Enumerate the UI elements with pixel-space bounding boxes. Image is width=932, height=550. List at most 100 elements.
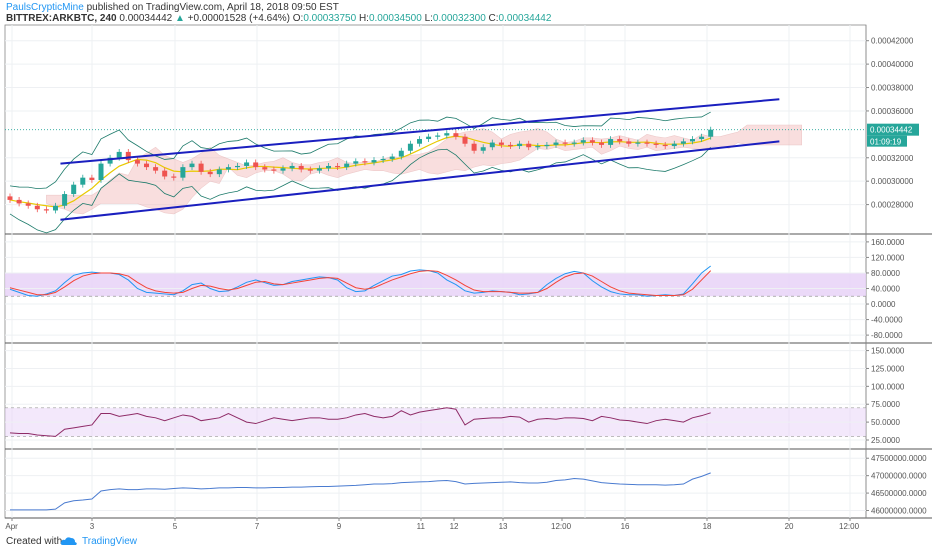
- symbol-label: BITTREX:ARKBTC, 240: [6, 13, 117, 24]
- last-price-badge: [867, 123, 919, 136]
- candle-body: [25, 203, 31, 206]
- candle-body: [280, 168, 286, 171]
- y-tick-label: 46500000.0000: [871, 489, 927, 498]
- tradingview-cloud-icon: [60, 537, 77, 545]
- high-label: H:: [358, 13, 369, 24]
- candle-body: [316, 168, 322, 171]
- y-tick-label: -40.0000: [871, 316, 903, 325]
- y-tick-label: 40.0000: [871, 285, 900, 294]
- candle-body: [626, 141, 632, 144]
- y-tick-label: 150.0000: [871, 347, 905, 356]
- series-line: [10, 472, 711, 511]
- candle-body: [89, 177, 95, 181]
- candle-body: [580, 140, 586, 143]
- candle-body: [71, 184, 77, 195]
- candle-body: [189, 163, 195, 168]
- y-tick-label: -80.0000: [871, 331, 903, 340]
- y-tick-label: 75.0000: [871, 400, 900, 409]
- candle-body: [608, 139, 614, 145]
- candle-body: [407, 143, 413, 151]
- x-tick-label: 16: [621, 522, 630, 531]
- y-tick-label: 0.0000: [871, 300, 896, 309]
- countdown-text: 01:09:19: [870, 138, 902, 147]
- candle-body: [671, 143, 677, 147]
- candle-body: [544, 144, 550, 147]
- y-tick-label: 80.0000: [871, 269, 900, 278]
- y-tick-label: 0.00030000: [871, 177, 914, 186]
- y-tick-label: 46000000.0000: [871, 507, 927, 516]
- close-label: C:: [488, 13, 499, 24]
- candle-body: [298, 165, 304, 170]
- publish-info: published on TradingView.com, April 18, …: [86, 2, 339, 13]
- y-tick-label: 0.00040000: [871, 60, 914, 69]
- low-label: L:: [424, 13, 433, 24]
- candle-body: [216, 169, 222, 175]
- candle-body: [426, 136, 432, 140]
- candle-body: [125, 151, 131, 161]
- candle-body: [335, 165, 341, 168]
- x-tick-label: Apr: [5, 522, 18, 531]
- chart-header: PaulsCrypticMine published on TradingVie…: [0, 0, 932, 24]
- y-tick-label: 0.00038000: [871, 84, 914, 93]
- open-label: O:: [292, 13, 304, 24]
- chart-canvas[interactable]: 0.00042000 0.00040000 0.00038000 0.00036000…: [0, 0, 932, 532]
- tradingview-brand[interactable]: TradingView: [82, 536, 138, 547]
- candle-body: [225, 167, 231, 170]
- candle-body: [198, 163, 204, 172]
- y-tick-label: 0.00032000: [871, 154, 914, 163]
- x-tick-label: 12:00: [839, 522, 860, 531]
- candle-body: [562, 142, 568, 144]
- x-tick-label: 13: [499, 522, 508, 531]
- candle-body: [307, 169, 313, 171]
- candle-body: [235, 165, 240, 168]
- candle-body: [7, 196, 13, 200]
- y-tick-label: 100.0000: [871, 382, 905, 391]
- candle-body: [617, 139, 623, 142]
- y-tick-label: 0.00028000: [871, 201, 914, 210]
- trendline-lower: [60, 140, 780, 221]
- x-tick-label: 11: [417, 522, 426, 531]
- open-value: 0.00033750: [303, 13, 357, 24]
- candle-body: [435, 135, 441, 137]
- candle-body: [599, 142, 604, 145]
- y-tick-label: 120.0000: [871, 253, 905, 262]
- candle-body: [535, 146, 541, 148]
- candle-body: [462, 136, 468, 144]
- trendline-upper: [60, 98, 780, 165]
- x-tick-label: 12:00: [551, 522, 572, 531]
- candle-body: [362, 161, 368, 163]
- candle-body: [480, 147, 486, 151]
- candle-body: [699, 136, 705, 140]
- candle-body: [380, 158, 386, 161]
- author-link[interactable]: PaulsCrypticMine: [6, 2, 84, 13]
- y-tick-label: 160.0000: [871, 238, 905, 247]
- y-tick-label: 47500000.0000: [871, 454, 927, 463]
- countdown-badge: [867, 135, 907, 147]
- candle-body: [635, 142, 641, 144]
- high-value: 0.00034500: [368, 13, 422, 24]
- candle-body: [180, 167, 186, 178]
- candle-body: [289, 165, 295, 169]
- candle-body: [398, 150, 404, 157]
- y-tick-label: 0.00042000: [871, 37, 914, 46]
- change-arrow-icon: ▲: [174, 13, 185, 24]
- y-tick-label: 50.0000: [871, 418, 900, 427]
- x-tick-label: 12: [450, 522, 459, 531]
- candle-body: [644, 142, 650, 144]
- candle-body: [517, 143, 523, 147]
- x-tick-label: 9: [337, 522, 342, 531]
- last-price: 0.00034442: [119, 13, 173, 24]
- candle-body: [153, 167, 159, 171]
- candle-body: [471, 143, 477, 151]
- candle-body: [107, 157, 113, 164]
- candle-body: [53, 205, 58, 211]
- candle-body: [244, 162, 250, 166]
- candle-body: [708, 129, 714, 137]
- x-tick-label: 3: [90, 522, 95, 531]
- candle-body: [371, 160, 377, 163]
- price-change: +0.00001528 (+4.64%): [187, 13, 290, 24]
- candle-body: [144, 163, 149, 168]
- candle-body: [62, 194, 68, 206]
- low-value: 0.00032300: [432, 13, 486, 24]
- series-line: [9, 270, 712, 296]
